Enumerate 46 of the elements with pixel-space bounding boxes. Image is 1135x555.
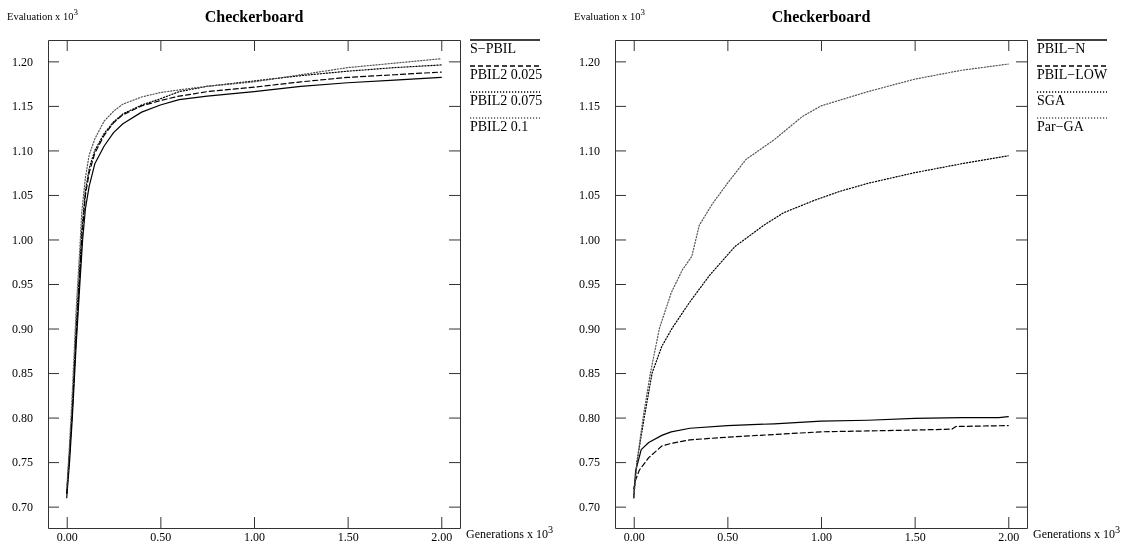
x-tick-label: 0.00 xyxy=(623,529,645,544)
y-tick-label: 0.70 xyxy=(12,499,33,514)
y-tick-label: 0.75 xyxy=(579,455,600,470)
y-tick-label: 1.00 xyxy=(12,232,33,247)
y-tick-label: 0.70 xyxy=(579,499,600,514)
y-tick-label: 1.10 xyxy=(579,143,600,158)
legend-label: Par−GA xyxy=(1037,119,1085,134)
y-tick-label: 0.90 xyxy=(579,321,600,336)
x-tick-label: 1.50 xyxy=(337,529,359,544)
y-tick-label: 0.95 xyxy=(579,277,600,292)
y-tick-label: 0.75 xyxy=(12,455,33,470)
y-tick-label: 0.90 xyxy=(12,321,33,336)
y-tick-label: 0.80 xyxy=(579,410,600,425)
legend-label: PBIL2 0.1 xyxy=(470,119,529,134)
legend-label: S−PBIL xyxy=(470,41,517,56)
x-tick-label: 2.00 xyxy=(431,529,453,544)
y-tick-label: 1.05 xyxy=(12,188,33,203)
x-tick-label: 0.00 xyxy=(56,529,78,544)
y-axis-title: Evaluation x 10$^{3}$ xyxy=(574,7,646,22)
y-tick-label: 1.00 xyxy=(579,232,600,247)
chart-title: Checkerboard xyxy=(771,8,871,25)
x-axis-title: Generations x 10$^{3}$ xyxy=(1033,523,1121,541)
y-axis-title: Evaluation x 10$^{3}$ xyxy=(7,7,79,22)
y-tick-label: 1.05 xyxy=(579,188,600,203)
legend-label: SGA xyxy=(1037,93,1066,108)
y-tick-label: 0.95 xyxy=(12,277,33,292)
legend-label: PBIL−LOW xyxy=(1037,67,1108,82)
y-tick-label: 1.20 xyxy=(579,54,600,69)
x-tick-label: 1.00 xyxy=(811,529,832,544)
y-tick-label: 1.10 xyxy=(12,143,33,158)
x-tick-label: 2.00 xyxy=(998,529,1020,544)
x-axis-title: Generations x 10$^{3}$ xyxy=(466,523,554,541)
x-tick-label: 0.50 xyxy=(150,529,172,544)
y-tick-label: 0.85 xyxy=(579,366,600,381)
y-tick-label: 1.15 xyxy=(12,99,33,114)
y-tick-label: 1.20 xyxy=(12,54,33,69)
legend-label: PBIL−N xyxy=(1037,41,1086,56)
y-tick-label: 0.80 xyxy=(12,410,33,425)
x-tick-label: 1.50 xyxy=(904,529,926,544)
legend-label: PBIL2 0.025 xyxy=(470,67,543,82)
chart-title: Checkerboard xyxy=(204,8,304,25)
y-tick-label: 1.15 xyxy=(579,99,600,114)
x-tick-label: 0.50 xyxy=(717,529,739,544)
x-tick-label: 1.00 xyxy=(244,529,265,544)
legend-label: PBIL2 0.075 xyxy=(470,93,543,108)
y-tick-label: 0.85 xyxy=(12,366,33,381)
